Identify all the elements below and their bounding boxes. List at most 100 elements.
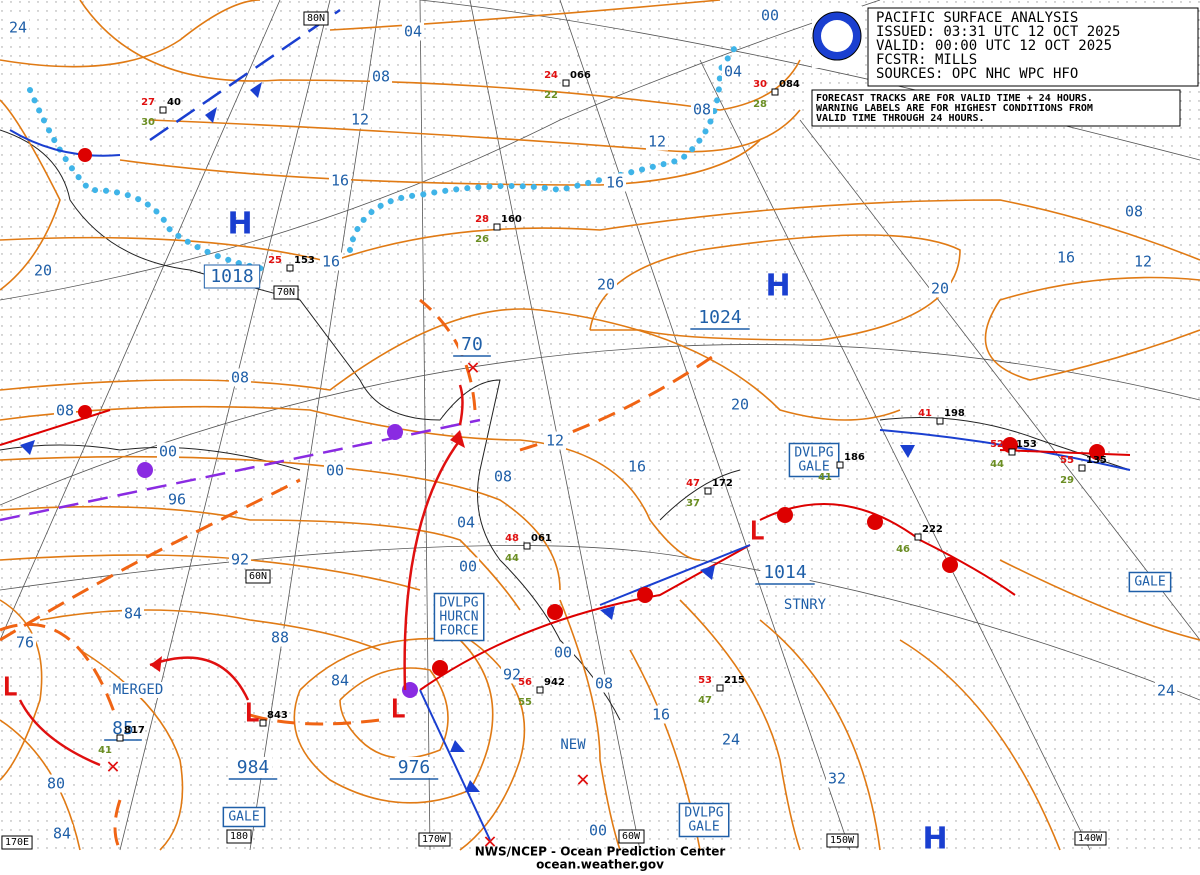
station-pressure: 817 — [124, 725, 145, 736]
label-bg — [6, 18, 30, 37]
station-dewpoint: 46 — [896, 544, 910, 555]
isobar-label: 08 — [231, 369, 249, 387]
label-box — [203, 264, 261, 289]
footer-line: NWS/NCEP - Ocean Prediction Center — [475, 845, 726, 859]
isobar-label: 92 — [503, 666, 521, 684]
label-bg — [500, 665, 524, 684]
station-dewpoint: 47 — [698, 695, 712, 706]
station-symbol — [704, 487, 712, 495]
label-bg — [228, 368, 252, 387]
station-dewpoint: 28 — [753, 99, 767, 110]
label-box — [303, 11, 329, 26]
label-bg — [645, 132, 669, 151]
station-pressure: 843 — [267, 710, 288, 721]
grid-label: 60N — [249, 571, 267, 582]
station-dewpoint: 41 — [818, 472, 832, 483]
station-temp: 24 — [544, 70, 558, 81]
label-bg — [1054, 248, 1078, 267]
label-bg — [558, 737, 589, 753]
station-dewpoint: 37 — [686, 498, 700, 509]
station-pressure: 215 — [724, 675, 745, 686]
svg-text:L: L — [390, 695, 406, 725]
label-bg — [456, 557, 480, 576]
station-pressure: 153 — [1016, 439, 1037, 450]
meridian — [799, 119, 1200, 641]
central-pressure: 1024 — [698, 307, 741, 328]
label-bg — [719, 730, 743, 749]
label-bg — [758, 6, 782, 25]
station-symbol — [116, 734, 124, 742]
station-symbol — [536, 686, 544, 694]
isobar-label: 00 — [159, 443, 177, 461]
warning-line: GALE — [228, 810, 259, 825]
label-box — [826, 833, 859, 848]
label-box — [418, 832, 451, 847]
station-temp: 41 — [918, 408, 932, 419]
svg-text:✕: ✕ — [466, 355, 479, 380]
isobar-label: 04 — [457, 514, 475, 532]
isobar-label: 00 — [554, 644, 572, 662]
isobar-label: 12 — [1134, 253, 1152, 271]
label-bg — [781, 597, 829, 613]
isobar-label: 16 — [652, 706, 670, 724]
station-dewpoint: 44 — [505, 553, 519, 564]
warning-line: DVLPG — [794, 446, 833, 461]
annotation: NEW — [560, 737, 586, 753]
station-dewpoint: 44 — [990, 459, 1004, 470]
coast — [659, 417, 1131, 521]
label-bg — [233, 757, 273, 778]
station-temp: 25 — [268, 255, 282, 266]
station-temp: 48 — [505, 533, 519, 544]
label-bg — [268, 628, 292, 647]
central-pressure: 984 — [237, 757, 270, 778]
label-box — [226, 829, 252, 844]
central-pressure: 85 — [112, 718, 134, 739]
station-temp: 52 — [990, 439, 1004, 450]
station-symbol — [159, 106, 167, 114]
station-pressure: 135 — [1086, 455, 1107, 466]
label-bg — [458, 334, 486, 355]
isobar-label: 84 — [124, 605, 142, 623]
isobar-label: 20 — [731, 396, 749, 414]
grid-label: 60W — [622, 831, 641, 842]
isobar-label: 16 — [322, 253, 340, 271]
meridian — [0, 0, 281, 641]
station-symbol — [1078, 464, 1086, 472]
isobar-label: 00 — [326, 462, 344, 480]
label-bg — [50, 824, 74, 843]
annotation: STNRY — [784, 597, 827, 613]
isobar-label: 24 — [9, 19, 27, 37]
label-bg — [454, 513, 478, 532]
header-line: SOURCES: OPC NHC WPC HFO — [876, 66, 1078, 82]
isobar-label: 08 — [372, 68, 390, 86]
label-bg — [369, 67, 393, 86]
label-bg — [592, 674, 616, 693]
label-bg — [1154, 681, 1178, 700]
label-box — [1, 835, 33, 850]
pressure-center: H — [765, 269, 790, 304]
isobar-label: 00 — [459, 558, 477, 576]
warning-line: GALE — [688, 820, 719, 835]
warning-line: GALE — [798, 460, 829, 475]
isobar-label: 84 — [53, 825, 71, 843]
label-bg — [1122, 202, 1146, 221]
station-temp: 47 — [686, 478, 700, 489]
isobar-label: 16 — [1057, 249, 1075, 267]
warning-box — [222, 806, 266, 828]
label-bg — [728, 395, 752, 414]
station-pressure: 198 — [944, 408, 965, 419]
label-bg — [491, 467, 515, 486]
station-symbol — [716, 684, 724, 692]
isobar-label: 08 — [56, 402, 74, 420]
isobar-label: 16 — [331, 172, 349, 190]
station-dewpoint: 22 — [544, 90, 558, 101]
station-symbol — [493, 223, 501, 231]
isobar-label: 88 — [271, 629, 289, 647]
isobar-label: 00 — [761, 7, 779, 25]
label-bg — [649, 705, 673, 724]
label-bg — [394, 757, 434, 778]
isobar-label: 20 — [931, 280, 949, 298]
isobar-label: 92 — [231, 551, 249, 569]
